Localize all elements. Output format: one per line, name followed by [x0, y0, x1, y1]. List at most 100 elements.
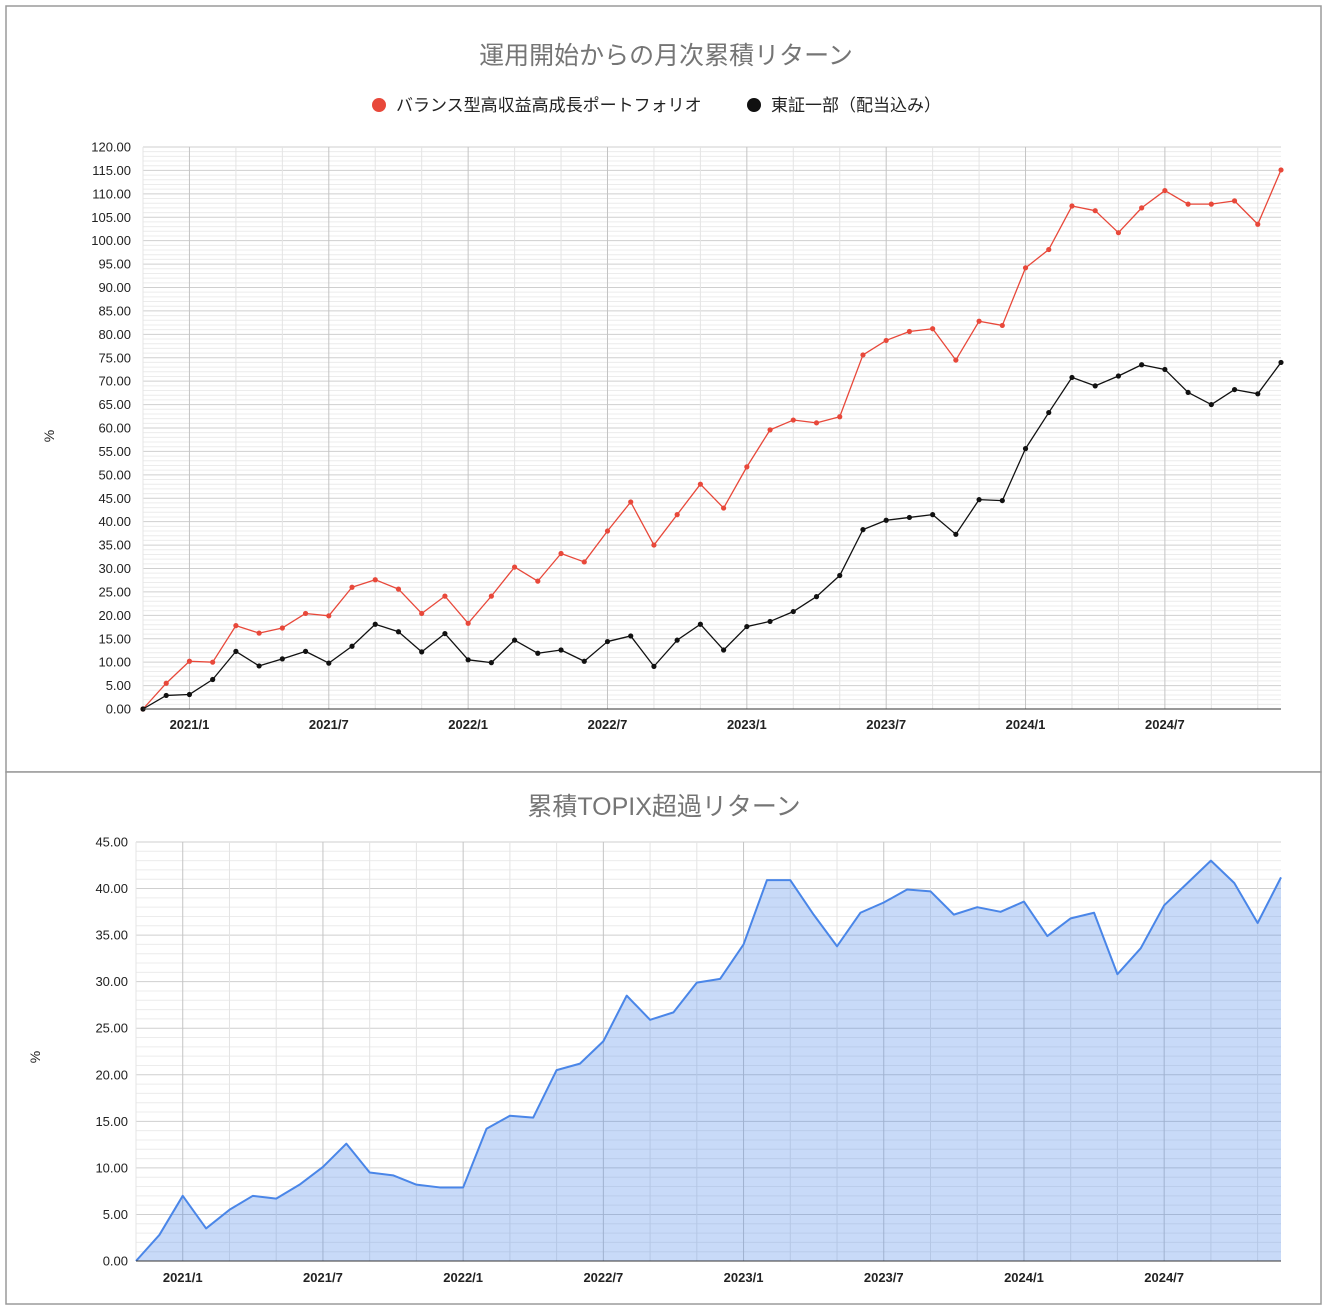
data-point	[790, 417, 796, 423]
data-point	[186, 658, 193, 664]
y-tick-label: 90.00	[98, 280, 131, 295]
plot-area: 0.00 5.00 10.00 15.00 20.00 25.00 30.00 35.00 40…	[95, 835, 1282, 1285]
y-tick-label: 75.00	[98, 350, 131, 365]
data-point	[186, 691, 193, 698]
data-point	[697, 621, 703, 627]
y-tick-label: 70.00	[98, 374, 131, 389]
data-point	[976, 318, 982, 324]
data-point	[488, 593, 494, 599]
y-tick-label: 60.00	[98, 421, 131, 436]
data-point	[535, 578, 541, 584]
data-point	[465, 657, 471, 663]
series-line	[142, 169, 1282, 710]
data-point	[953, 531, 959, 537]
data-point	[906, 328, 913, 335]
data-point	[558, 550, 564, 557]
legend-item-topix: 東証一部（配当込み）	[747, 96, 941, 115]
data-point	[930, 326, 936, 332]
y-tick-label: 30.00	[98, 561, 131, 576]
data-point	[1115, 373, 1122, 379]
data-point	[1255, 391, 1261, 397]
data-point	[674, 637, 680, 643]
y-tick-label: 40.00	[95, 881, 128, 896]
data-point	[233, 623, 239, 629]
data-point	[767, 427, 773, 433]
legend: バランス型高収益高成長ポートフォリオ 東証一部（配当込み）	[372, 96, 941, 115]
cumulative-return-chart: 運用開始からの月次累積リターン バランス型高収益高成長ポートフォリオ 東証一部（…	[5, 5, 1322, 773]
gridlines	[135, 841, 1281, 1262]
data-point	[1208, 401, 1214, 408]
data-point	[302, 610, 309, 617]
data-point	[767, 618, 773, 625]
y-tick-label: 45.00	[98, 491, 131, 506]
data-point	[651, 663, 657, 669]
data-point	[535, 650, 541, 656]
y-tick-label: 40.00	[98, 514, 131, 529]
data-point	[883, 337, 889, 344]
data-point	[210, 676, 216, 683]
y-tick-label: 105.00	[91, 210, 131, 225]
y-axis-labels: 0.00 5.00 10.00 15.00 20.00 25.00 30.00 35.00 40…	[95, 835, 128, 1269]
data-point	[511, 564, 518, 570]
data-point	[953, 357, 959, 363]
data-point	[604, 528, 611, 534]
y-tick-label: 35.00	[95, 928, 128, 943]
y-tick-label: 0.00	[106, 702, 131, 717]
x-tick-label: 2021/1	[170, 717, 210, 732]
series-line	[142, 362, 1282, 710]
data-point	[721, 505, 727, 511]
x-tick-label: 2022/7	[583, 1270, 623, 1285]
data-point	[1255, 221, 1261, 227]
y-tick-label: 10.00	[95, 1160, 128, 1175]
data-point	[1231, 198, 1238, 204]
y-tick-label: 10.00	[98, 655, 131, 670]
x-tick-label: 2024/7	[1144, 1270, 1184, 1285]
x-tick-label: 2023/1	[727, 717, 767, 732]
legend-marker	[747, 98, 761, 112]
x-tick-label: 2024/1	[1006, 717, 1046, 732]
data-point	[279, 625, 285, 631]
data-point	[999, 322, 1005, 329]
data-point	[465, 620, 471, 626]
data-point	[1139, 205, 1145, 211]
y-tick-label: 5.00	[106, 678, 131, 693]
y-tick-label: 85.00	[98, 303, 131, 318]
data-point	[349, 643, 355, 649]
data-point	[1185, 201, 1191, 207]
x-tick-label: 2021/1	[163, 1270, 203, 1285]
data-point	[372, 577, 378, 583]
data-point	[372, 621, 378, 627]
data-point	[604, 638, 611, 645]
y-tick-label: 65.00	[98, 397, 131, 412]
chart-title: 累積TOPIX超過リターン	[527, 793, 800, 821]
data-point	[442, 630, 448, 637]
gridlines	[142, 146, 1281, 710]
data-point	[326, 613, 332, 619]
x-tick-label: 2023/1	[724, 1270, 764, 1285]
data-point	[233, 648, 239, 654]
data-point	[1185, 389, 1191, 396]
data-point	[279, 656, 285, 662]
data-point	[395, 586, 402, 592]
data-point	[395, 629, 402, 635]
y-tick-label: 20.00	[95, 1067, 128, 1082]
data-point	[837, 572, 843, 579]
y-axis-labels: 0.00 5.00 10.00 15.00 20.00 25.00 30.00 35.00 40…	[91, 140, 131, 717]
data-point	[1231, 386, 1238, 393]
legend-marker	[372, 98, 386, 112]
data-point	[511, 637, 518, 643]
y-tick-label: 25.00	[98, 584, 131, 599]
data-point	[1208, 201, 1214, 207]
data-point	[581, 658, 587, 664]
y-tick-label: 30.00	[95, 974, 128, 989]
series-0	[140, 167, 1284, 712]
y-tick-label: 0.00	[103, 1254, 128, 1269]
y-axis-title: %	[27, 1051, 43, 1063]
chart-panel-border	[5, 5, 1322, 773]
series-line	[135, 859, 1282, 1262]
x-tick-label: 2022/7	[588, 717, 628, 732]
data-point	[326, 660, 332, 666]
y-tick-label: 15.00	[95, 1114, 128, 1129]
